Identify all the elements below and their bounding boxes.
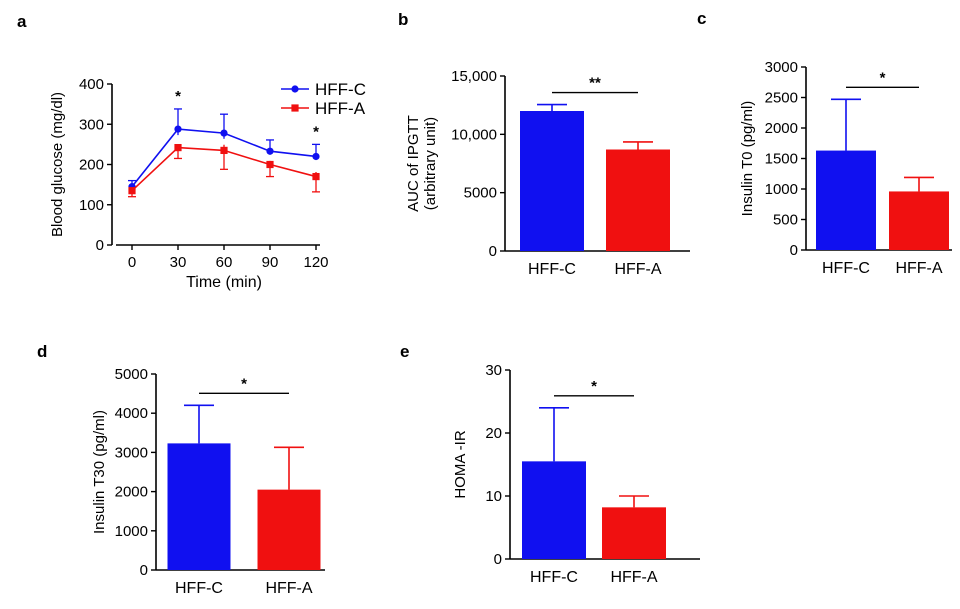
bar-hff-a [606,149,670,251]
y-tick-label: 3000 [765,59,798,76]
panel-letter: b [398,10,408,29]
panel-a: a 0 100 200 300 400 Blood glucose (mg/dl) 0 30 60… [17,12,366,291]
y-tick-label: 5000 [115,366,148,383]
y-tick-label: 4000 [115,405,148,422]
significance-star: * [880,69,886,86]
bar-hff-a [889,191,949,250]
y-tick-label: 0 [96,237,104,254]
y-tick-label: 20 [485,425,502,442]
y-tick-label: 100 [79,197,104,214]
y-tick-label: 1000 [765,181,798,198]
bar-hff-c [167,443,231,570]
data-point [266,147,274,155]
y-axis-subtitle: (arbitrary unit) [422,117,439,210]
y-tick-label: 2000 [115,484,148,501]
x-category-label: HFF-A [610,569,657,586]
y-tick-label: 0 [790,242,798,259]
y-tick-label: 10,000 [451,126,497,143]
x-category-label: HFF-C [822,260,870,277]
y-tick-label: 3000 [115,444,148,461]
panel-b: b 0 5000 10,000 15,000 AUC of IPGTT (arbitrary… [398,10,690,278]
significance-star: * [175,88,181,105]
y-tick-label: 300 [79,116,104,133]
bar-hff-a [602,507,666,559]
x-category-label: HFF-A [614,261,661,278]
data-point [312,152,320,161]
x-category-label: HFF-A [265,580,312,597]
x-tick-label: 120 [303,254,328,271]
y-axis-title: Insulin T30 (pg/ml) [91,410,108,534]
x-axis-title: Time (min) [186,274,262,291]
y-tick-label: 400 [79,76,104,93]
y-tick-label: 30 [485,362,502,379]
legend-marker [291,85,299,93]
panel-d: d 0 1000 2000 3000 4000 5000 Insulin T30 (pg/ml… [37,342,325,597]
panel-letter: d [37,342,47,361]
bar-hff-a [257,489,321,570]
legend-marker [291,104,299,112]
y-tick-label: 200 [79,157,104,174]
y-tick-label: 2000 [765,120,798,137]
y-axis-title: Insulin T0 (pg/ml) [739,101,756,217]
x-tick-label: 60 [216,254,233,271]
bar-hff-c [522,461,586,559]
x-category-label: HFF-A [895,260,942,277]
y-tick-label: 5000 [464,185,497,202]
bar-hff-c [520,111,584,251]
legend-item-hff-c: HFF-C [281,80,366,99]
legend-label: HFF-C [315,80,366,99]
panel-letter: c [697,9,706,28]
data-point [312,172,320,181]
bar-hff-c [816,150,876,250]
y-tick-label: 2500 [765,90,798,107]
legend-label: HFF-A [315,99,366,118]
panel-letter: a [17,12,27,31]
y-tick-label: 0 [494,551,502,568]
x-category-label: HFF-C [175,580,223,597]
y-tick-label: 0 [140,562,148,579]
y-tick-label: 0 [489,243,497,260]
significance-star: * [313,123,319,140]
legend-item-hff-a: HFF-A [281,99,366,118]
x-tick-label: 90 [262,254,279,271]
y-axis-title: HOMA -IR [452,430,469,499]
significance-star: ** [589,75,601,92]
y-tick-label: 500 [773,212,798,229]
x-tick-label: 0 [128,254,136,271]
data-point [220,129,228,137]
x-tick-label: 30 [170,254,187,271]
x-category-label: HFF-C [528,261,576,278]
y-axis-title: Blood glucose (mg/dl) [49,92,66,237]
significance-star: * [241,375,247,392]
panel-letter: e [400,342,409,361]
panel-e: e 0 10 20 30 HOMA -IR HFF-C HFF-A * [400,342,700,586]
data-point [266,160,274,169]
data-point [220,146,228,155]
series-hff-a [128,143,320,198]
x-category-label: HFF-C [530,569,578,586]
y-tick-label: 1000 [115,523,148,540]
data-point [128,187,136,195]
y-tick-label: 15,000 [451,68,497,85]
y-tick-label: 10 [485,488,502,505]
y-tick-label: 1500 [765,151,798,168]
panel-c: c 0 500 1000 1500 2000 2500 3000 Insulin T0 (pg/… [697,9,952,277]
significance-star: * [591,378,597,395]
data-point [174,125,182,133]
data-point [174,143,182,152]
y-axis-title: AUC of IPGTT [405,115,422,212]
